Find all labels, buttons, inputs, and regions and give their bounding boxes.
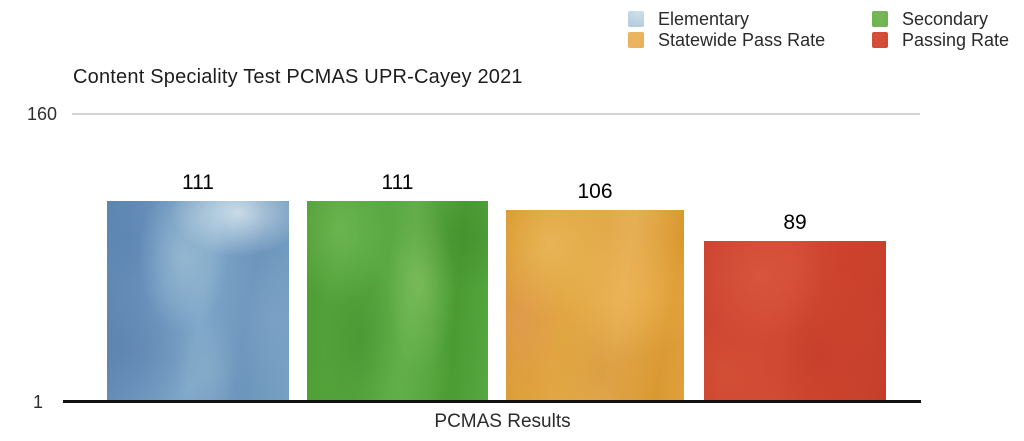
bar-value-statewide-pass-rate: 106 [577, 180, 613, 203]
legend-swatch-icon [872, 32, 888, 48]
legend-label: Elementary [658, 8, 750, 29]
legend-item-elementary: Elementary [628, 8, 750, 29]
bar-elementary [107, 201, 289, 400]
bar-value-secondary: 111 [381, 171, 414, 194]
legend-label: Secondary [902, 8, 989, 29]
legend-swatch-icon [628, 32, 644, 48]
bar-value-elementary: 111 [182, 171, 214, 194]
bar-statewide-pass-rate [506, 210, 684, 400]
x-axis-label: PCMAS Results [434, 411, 571, 432]
legend-swatch-icon [872, 11, 888, 27]
x-axis-line [63, 400, 921, 403]
y-tick-1: 1 [32, 392, 43, 412]
legend-label: Statewide Pass Rate [658, 29, 826, 50]
legend-item-passing-rate: Passing Rate [872, 29, 1010, 50]
gridline-160 [72, 113, 920, 115]
bar-value-passing-rate: 89 [783, 211, 807, 234]
legend-item-secondary: Secondary [872, 8, 989, 29]
y-tick-160: 160 [26, 104, 57, 124]
legend-label: Passing Rate [902, 29, 1010, 50]
bar-secondary [307, 201, 488, 400]
legend-swatch-icon [628, 11, 644, 27]
chart-title: Content Speciality Test PCMAS UPR-Cayey … [73, 66, 523, 88]
legend-item-statewide-pass-rate: Statewide Pass Rate [628, 29, 826, 50]
bar-passing-rate [704, 241, 886, 400]
